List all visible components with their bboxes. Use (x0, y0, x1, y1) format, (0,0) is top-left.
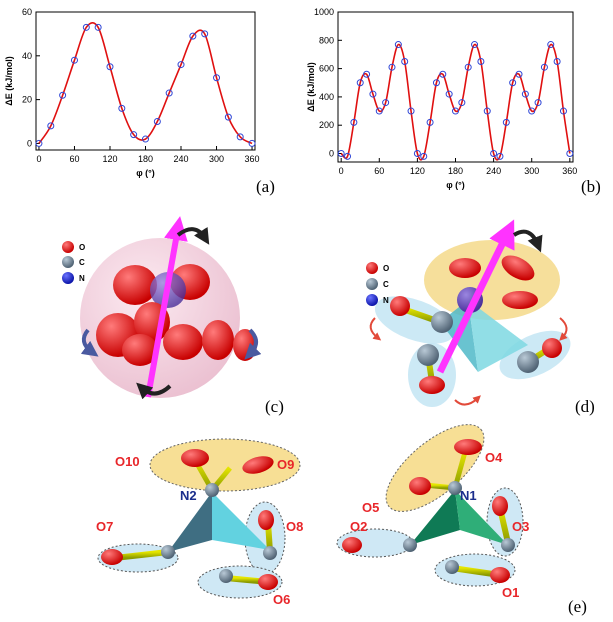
plot-frame (36, 12, 255, 150)
x-tick-label: 360 (562, 166, 577, 176)
molecule-c: O C N (62, 228, 257, 398)
figure: 0204060060120180240300360φ (°)ΔE (kJ/mol… (0, 0, 613, 617)
x-tick-label: 0 (36, 154, 41, 164)
panel-label: (c) (265, 397, 284, 416)
y-tick-label: 40 (22, 51, 32, 61)
x-tick-label: 120 (410, 166, 425, 176)
legend-label: N (383, 296, 389, 305)
y-tick-label: 1000 (314, 7, 334, 17)
y-tick-label: 0 (329, 149, 334, 159)
atom-label: O3 (512, 519, 529, 534)
atom-label: O9 (277, 457, 294, 472)
y-axis-label: ΔE (kJ/mol) (4, 56, 14, 105)
atom-label: O2 (350, 519, 367, 534)
atom-label: O10 (115, 454, 140, 469)
series-line (39, 23, 252, 144)
plot-frame (338, 12, 573, 162)
molecule-e-left: O10 O9 N2 O7 O8 O6 (96, 439, 303, 607)
x-axis-label: φ (°) (136, 168, 155, 178)
legend-label: C (79, 258, 85, 267)
legend-label: N (79, 274, 85, 283)
panel-label: (b) (581, 177, 601, 196)
y-axis-label: ΔE (kJ/mol) (306, 62, 316, 111)
panel-label: (e) (568, 597, 587, 616)
y-tick-label: 20 (22, 95, 32, 105)
y-tick-label: 60 (22, 7, 32, 17)
x-tick-label: 300 (524, 166, 539, 176)
legend-label: C (383, 280, 389, 289)
molecule-d: O C N (366, 232, 578, 407)
atom-label: O1 (502, 585, 519, 600)
atom-label: O4 (485, 450, 503, 465)
atom-label: O8 (286, 519, 303, 534)
atom-label: O7 (96, 519, 113, 534)
x-tick-label: 240 (173, 154, 188, 164)
atom-label: O6 (273, 592, 290, 607)
x-tick-label: 180 (448, 166, 463, 176)
x-tick-label: 180 (138, 154, 153, 164)
x-axis-label: φ (°) (446, 180, 465, 190)
atom-label: N2 (180, 488, 197, 503)
x-tick-label: 60 (69, 154, 79, 164)
y-tick-label: 800 (319, 35, 334, 45)
atom-label: O5 (362, 500, 379, 515)
panel-label: (d) (575, 397, 595, 416)
y-tick-label: 0 (27, 138, 32, 148)
y-tick-label: 200 (319, 120, 334, 130)
y-tick-label: 600 (319, 64, 334, 74)
atom-label: N1 (460, 488, 477, 503)
x-tick-label: 300 (209, 154, 224, 164)
x-tick-label: 240 (486, 166, 501, 176)
panel-label: (a) (256, 177, 275, 196)
x-tick-label: 60 (374, 166, 384, 176)
legend-label: O (383, 264, 389, 273)
x-tick-label: 0 (339, 166, 344, 176)
y-tick-label: 400 (319, 92, 334, 102)
molecule-e-right: O5 O4 N1 O2 O3 O1 (337, 410, 529, 600)
x-tick-label: 360 (245, 154, 260, 164)
legend-label: O (79, 243, 85, 252)
x-tick-label: 120 (102, 154, 117, 164)
